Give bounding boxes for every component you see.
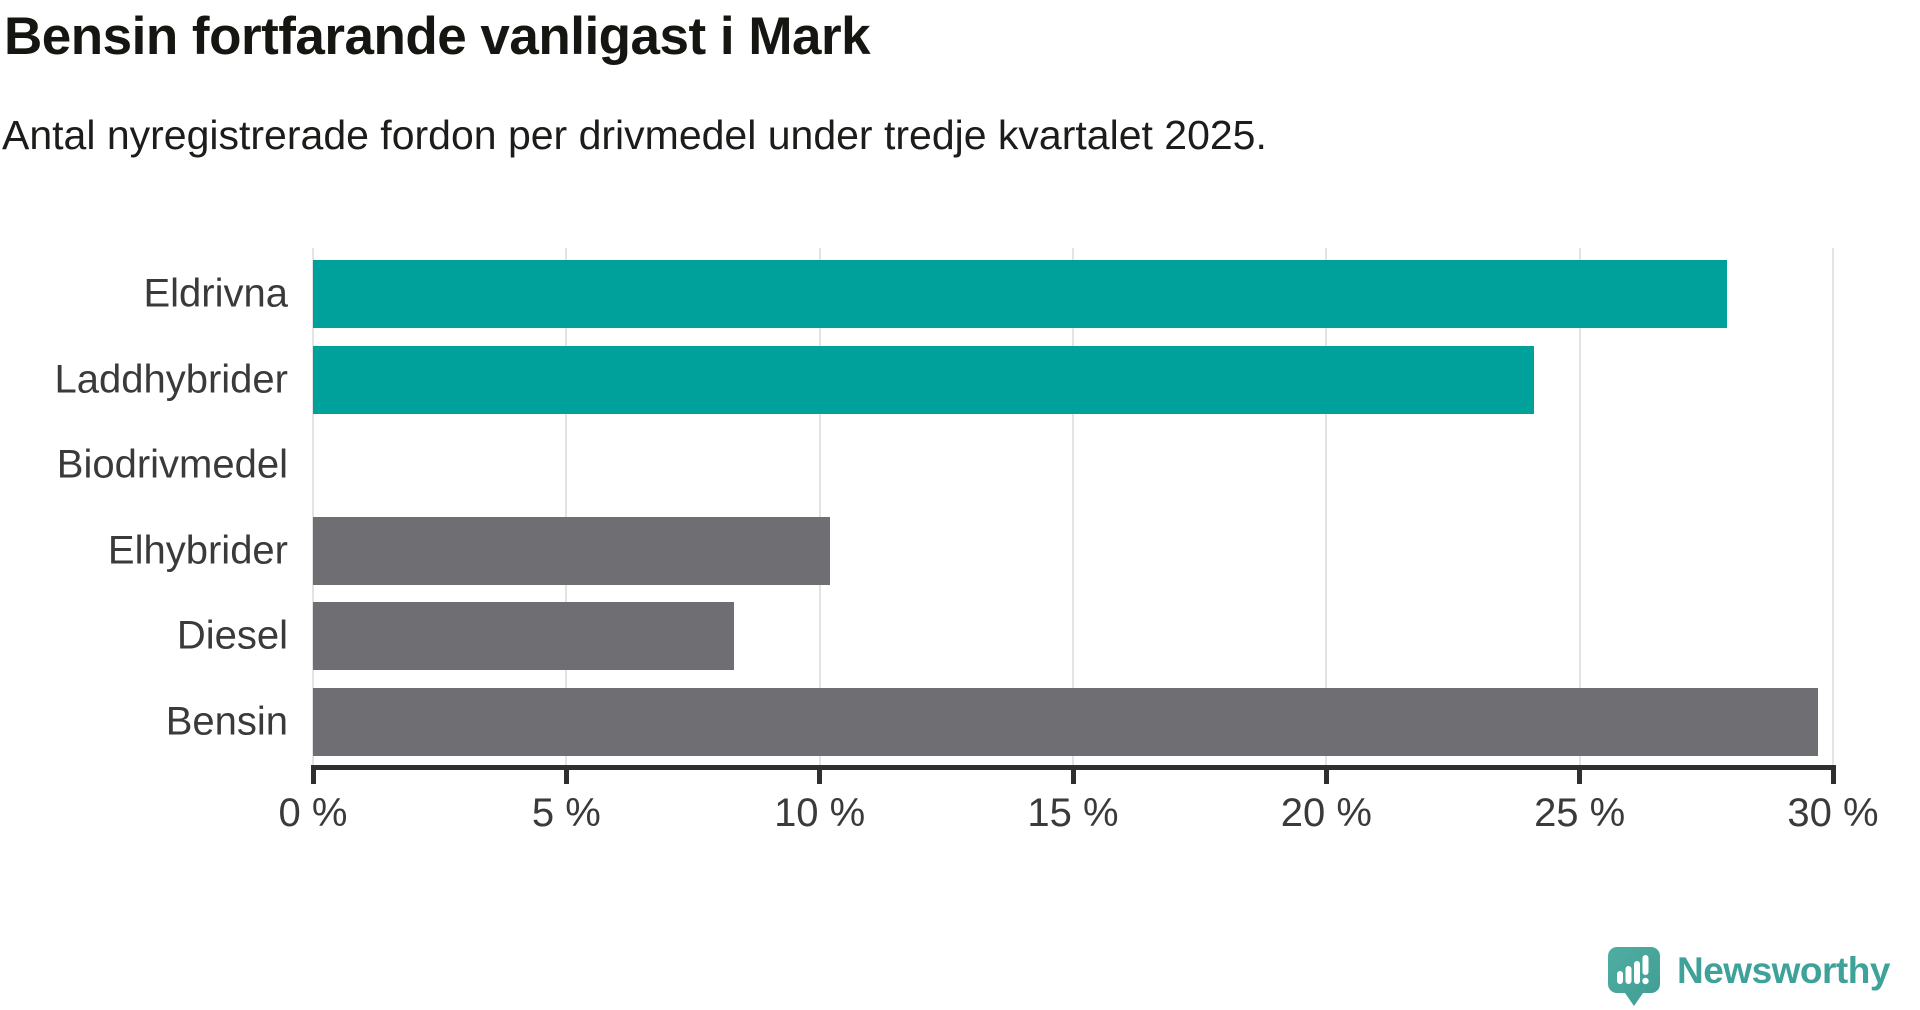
gridline [1325,248,1328,765]
category-label: Eldrivna [143,271,288,316]
axis-tick-label: 10 % [774,791,866,835]
gridline [1578,248,1581,765]
axis-tick-label: 5 % [531,791,601,835]
axis-tick [1070,765,1076,784]
bar-bensin [313,688,1818,756]
chart-subtitle: Antal nyregistrerade fordon per drivmede… [2,112,1267,158]
axis-tick [1323,765,1329,784]
gridline [1832,248,1834,765]
axis-tick-label: 20 % [1280,791,1372,835]
category-label: Diesel [176,613,288,658]
axis-tick [817,765,823,784]
axis-tick [1577,765,1583,784]
gridline [312,248,314,765]
axis-tick-label: 30 % [1787,791,1879,835]
category-label: Laddhybrider [54,357,289,402]
bar-laddhybrider [313,345,1535,414]
category-label: Bensin [165,699,288,744]
axis-tick [310,765,316,784]
axis-tick [1830,765,1836,784]
bar-diesel [313,602,734,671]
axis-tick-label: 0 % [278,791,348,835]
brand-logo: Newsworthy [1608,947,1890,1007]
chart-title: Bensin fortfarande vanligast i Mark [4,7,871,66]
axis-tick-label: 15 % [1027,791,1119,835]
newsworthy-speech-bubble-chart-icon [1608,947,1660,1006]
gridline [565,248,568,765]
category-label: Elhybrider [107,528,288,573]
gridline [818,248,821,765]
axis-tick [563,765,569,784]
category-label: Biodrivmedel [56,442,288,487]
bar-eldrivna [313,260,1727,328]
bar-elhybrider [313,516,830,585]
gridline [1072,248,1074,765]
axis-tick-label: 25 % [1534,791,1626,835]
brand-name: Newsworthy [1677,950,1890,991]
